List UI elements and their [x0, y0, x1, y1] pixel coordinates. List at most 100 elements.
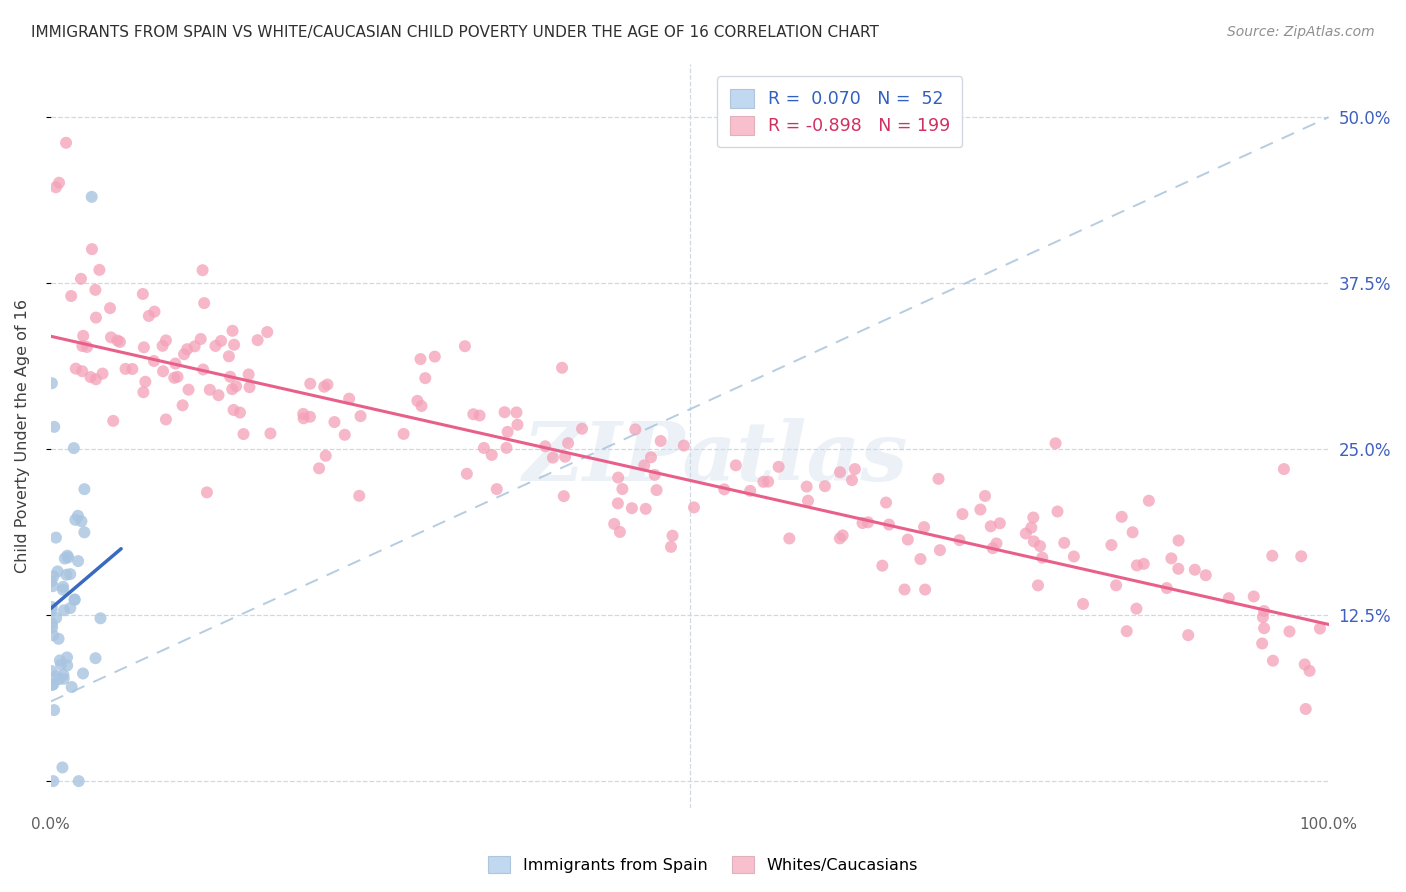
- Point: [70, 272, 93, 286]
- Point: [1218, 591, 1240, 606]
- Point: [63, 592, 86, 607]
- Point: [1253, 621, 1275, 635]
- Point: [912, 520, 935, 534]
- Text: ZIPatlas: ZIPatlas: [523, 418, 908, 498]
- Point: [333, 427, 356, 442]
- Point: [79, 370, 101, 384]
- Point: [349, 489, 371, 503]
- Point: [778, 532, 800, 546]
- Point: [640, 450, 662, 465]
- Point: [1278, 624, 1301, 639]
- Point: [496, 425, 519, 439]
- Point: [1045, 436, 1067, 450]
- Y-axis label: Child Poverty Under the Age of 16: Child Poverty Under the Age of 16: [15, 299, 30, 573]
- Point: [59, 567, 82, 582]
- Point: [1071, 597, 1094, 611]
- Text: IMMIGRANTS FROM SPAIN VS WHITE/CAUCASIAN CHILD POVERTY UNDER THE AGE OF 16 CORRE: IMMIGRANTS FROM SPAIN VS WHITE/CAUCASIAN…: [31, 25, 879, 40]
- Point: [633, 458, 655, 473]
- Legend: R =  0.070   N =  52, R = -0.898   N = 199: R = 0.070 N = 52, R = -0.898 N = 199: [717, 77, 962, 147]
- Point: [1272, 462, 1295, 476]
- Point: [42, 569, 65, 583]
- Point: [607, 470, 630, 484]
- Point: [218, 349, 240, 363]
- Point: [292, 407, 315, 421]
- Point: [56, 549, 79, 563]
- Point: [53, 551, 76, 566]
- Point: [797, 493, 820, 508]
- Point: [1309, 622, 1331, 636]
- Point: [49, 653, 72, 667]
- Point: [72, 329, 94, 343]
- Point: [207, 388, 229, 402]
- Point: [506, 417, 529, 432]
- Point: [238, 380, 260, 394]
- Point: [456, 467, 478, 481]
- Point: [650, 434, 672, 448]
- Point: [42, 774, 65, 789]
- Point: [557, 436, 579, 450]
- Point: [41, 574, 63, 589]
- Point: [897, 533, 920, 547]
- Point: [1289, 549, 1312, 564]
- Point: [63, 592, 86, 607]
- Point: [928, 472, 950, 486]
- Point: [409, 352, 432, 367]
- Point: [80, 242, 103, 256]
- Point: [152, 364, 174, 378]
- Point: [1298, 664, 1320, 678]
- Point: [45, 180, 67, 194]
- Point: [606, 496, 628, 510]
- Point: [89, 611, 111, 625]
- Point: [45, 531, 67, 545]
- Point: [132, 340, 155, 354]
- Point: [98, 301, 121, 315]
- Point: [292, 411, 315, 425]
- Point: [53, 603, 76, 617]
- Point: [177, 383, 200, 397]
- Point: [1063, 549, 1085, 564]
- Point: [661, 529, 683, 543]
- Point: [634, 501, 657, 516]
- Point: [52, 580, 75, 594]
- Point: [1105, 578, 1128, 592]
- Point: [1026, 578, 1049, 592]
- Point: [1111, 509, 1133, 524]
- Point: [1167, 533, 1189, 548]
- Point: [195, 485, 218, 500]
- Point: [609, 524, 631, 539]
- Point: [238, 368, 260, 382]
- Point: [84, 283, 107, 297]
- Point: [851, 516, 873, 530]
- Point: [65, 513, 87, 527]
- Point: [981, 541, 1004, 556]
- Point: [974, 489, 997, 503]
- Point: [80, 190, 103, 204]
- Point: [1125, 601, 1147, 615]
- Point: [877, 517, 900, 532]
- Point: [49, 657, 72, 672]
- Point: [143, 304, 166, 318]
- Point: [541, 450, 564, 465]
- Point: [219, 369, 242, 384]
- Point: [841, 473, 863, 487]
- Point: [1251, 636, 1274, 650]
- Point: [204, 339, 226, 353]
- Point: [844, 462, 866, 476]
- Point: [42, 628, 65, 642]
- Point: [48, 632, 70, 646]
- Point: [553, 489, 575, 503]
- Point: [554, 450, 576, 464]
- Point: [349, 409, 371, 424]
- Point: [172, 398, 194, 412]
- Point: [166, 369, 188, 384]
- Point: [323, 415, 346, 429]
- Point: [221, 382, 243, 396]
- Point: [1053, 536, 1076, 550]
- Point: [406, 393, 429, 408]
- Point: [828, 532, 851, 546]
- Point: [41, 376, 63, 391]
- Point: [1261, 549, 1284, 563]
- Point: [986, 536, 1008, 550]
- Point: [42, 579, 65, 593]
- Point: [114, 362, 136, 376]
